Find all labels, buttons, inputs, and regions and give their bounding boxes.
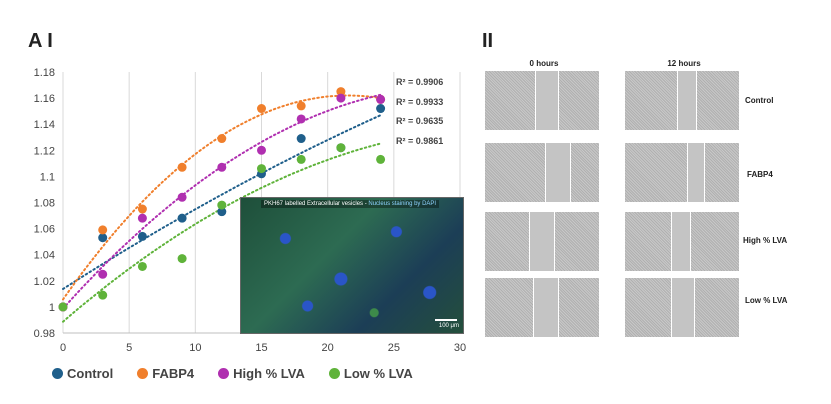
data-point-series-3 bbox=[98, 290, 108, 300]
data-point-series-3 bbox=[257, 164, 266, 174]
trendline-0 bbox=[62, 114, 382, 290]
wound-gap bbox=[545, 143, 571, 202]
row-label-high-lva: High % LVA bbox=[743, 236, 788, 245]
data-point-series-2 bbox=[137, 213, 147, 223]
inset-caption: PKH67 labelled Extracellular vesicles - … bbox=[261, 200, 440, 208]
data-point-series-3 bbox=[58, 302, 68, 312]
x-tick-label: 25 bbox=[388, 342, 400, 354]
legend-swatch-fabp4 bbox=[137, 368, 149, 379]
fluorescence-inset-image: PKH67 labelled Extracellular vesicles - … bbox=[240, 197, 464, 334]
col-header-12h: 12 hours bbox=[667, 59, 701, 68]
chart-legend: Control FABP4 High % LVA Low % LVA bbox=[52, 366, 413, 381]
wound-gap bbox=[529, 212, 555, 271]
wound-cell-control-0h bbox=[485, 71, 599, 130]
data-point-series-2 bbox=[217, 162, 227, 172]
x-tick-label: 0 bbox=[60, 342, 66, 354]
wound-cell-control-12h bbox=[625, 71, 739, 130]
y-tick-label: 1.14 bbox=[34, 119, 55, 131]
y-tick-label: 0.98 bbox=[34, 328, 55, 340]
data-point-series-0 bbox=[137, 231, 147, 241]
data-point-series-0 bbox=[98, 233, 108, 243]
data-point-series-1 bbox=[257, 104, 266, 114]
wound-gap bbox=[535, 71, 559, 130]
data-point-series-2 bbox=[376, 94, 386, 104]
legend-item-low-lva: Low % LVA bbox=[328, 366, 413, 381]
legend-swatch-high-lva bbox=[218, 368, 230, 379]
data-point-series-2 bbox=[336, 93, 346, 103]
r-squared-label: R² = 0.9635 bbox=[396, 116, 443, 126]
data-point-series-0 bbox=[376, 104, 386, 114]
r-squared-label: R² = 0.9906 bbox=[396, 77, 443, 87]
data-point-series-1 bbox=[137, 204, 147, 214]
wound-cell-high-lva-12h bbox=[625, 212, 739, 271]
r-squared-label: R² = 0.9933 bbox=[396, 97, 443, 107]
data-point-series-1 bbox=[296, 101, 306, 111]
data-point-series-3 bbox=[177, 254, 187, 264]
x-tick-label: 10 bbox=[189, 342, 201, 354]
wound-cell-fabp4-12h bbox=[625, 143, 739, 202]
legend-item-fabp4: FABP4 bbox=[137, 366, 194, 381]
inset-caption-dapi: Nucleus staining by DAPI bbox=[368, 201, 437, 207]
x-tick-label: 15 bbox=[255, 342, 267, 354]
y-tick-label: 1.16 bbox=[34, 93, 55, 105]
wound-gap bbox=[671, 278, 695, 337]
y-tick-label: 1.18 bbox=[34, 67, 55, 79]
data-point-series-0 bbox=[296, 134, 306, 144]
y-tick-label: 1.08 bbox=[34, 198, 55, 210]
legend-item-control: Control bbox=[52, 366, 113, 381]
wound-cell-fabp4-0h bbox=[485, 143, 599, 202]
data-point-series-3 bbox=[376, 154, 386, 164]
data-point-series-2 bbox=[257, 145, 266, 155]
wound-cell-low-lva-12h bbox=[625, 278, 739, 337]
x-tick-label: 30 bbox=[454, 342, 466, 354]
data-point-series-1 bbox=[177, 162, 187, 172]
legend-label-high-lva: High % LVA bbox=[233, 366, 305, 381]
y-tick-label: 1.04 bbox=[34, 250, 55, 262]
inset-caption-evs: PKH67 labelled Extracellular vesicles bbox=[264, 201, 364, 207]
legend-swatch-low-lva bbox=[328, 368, 340, 379]
wound-cell-high-lva-0h bbox=[485, 212, 599, 271]
legend-label-control: Control bbox=[67, 366, 114, 381]
legend-label-low-lva: Low % LVA bbox=[343, 366, 413, 381]
x-tick-label: 5 bbox=[126, 342, 132, 354]
data-point-series-3 bbox=[296, 154, 306, 164]
x-tick-label: 20 bbox=[322, 342, 334, 354]
data-point-series-2 bbox=[177, 192, 187, 202]
scale-label: 100 μm bbox=[438, 323, 459, 329]
row-label-fabp4: FABP4 bbox=[747, 170, 773, 179]
data-point-series-3 bbox=[336, 143, 346, 153]
scale-bar bbox=[435, 319, 457, 321]
legend-label-fabp4: FABP4 bbox=[152, 366, 195, 381]
y-tick-label: 1.12 bbox=[34, 145, 55, 157]
data-point-series-3 bbox=[217, 200, 227, 210]
data-point-series-1 bbox=[98, 225, 108, 235]
panel-label-b: II bbox=[482, 30, 494, 52]
wound-gap bbox=[671, 212, 691, 271]
wound-gap bbox=[533, 278, 559, 337]
wound-gap bbox=[687, 143, 705, 202]
legend-item-high-lva: High % LVA bbox=[218, 366, 305, 381]
wound-gap bbox=[677, 71, 697, 130]
data-point-series-2 bbox=[98, 269, 108, 279]
row-label-control: Control bbox=[745, 96, 774, 105]
data-point-series-2 bbox=[296, 114, 306, 124]
data-point-series-1 bbox=[336, 87, 346, 97]
y-tick-label: 1.1 bbox=[40, 171, 55, 183]
y-tick-label: 1 bbox=[49, 302, 55, 314]
y-tick-label: 1.06 bbox=[34, 224, 55, 236]
data-point-series-0 bbox=[177, 213, 187, 223]
wound-cell-low-lva-0h bbox=[485, 278, 599, 337]
legend-swatch-control bbox=[52, 368, 63, 379]
data-point-series-3 bbox=[137, 261, 147, 271]
col-header-0h: 0 hours bbox=[529, 59, 559, 68]
y-tick-label: 1.02 bbox=[34, 276, 55, 288]
row-label-low-lva: Low % LVA bbox=[745, 296, 788, 305]
panel-label-a: A I bbox=[28, 30, 53, 52]
r-squared-label: R² = 0.9861 bbox=[396, 136, 443, 146]
data-point-series-0 bbox=[217, 207, 227, 217]
data-point-series-1 bbox=[217, 134, 227, 144]
